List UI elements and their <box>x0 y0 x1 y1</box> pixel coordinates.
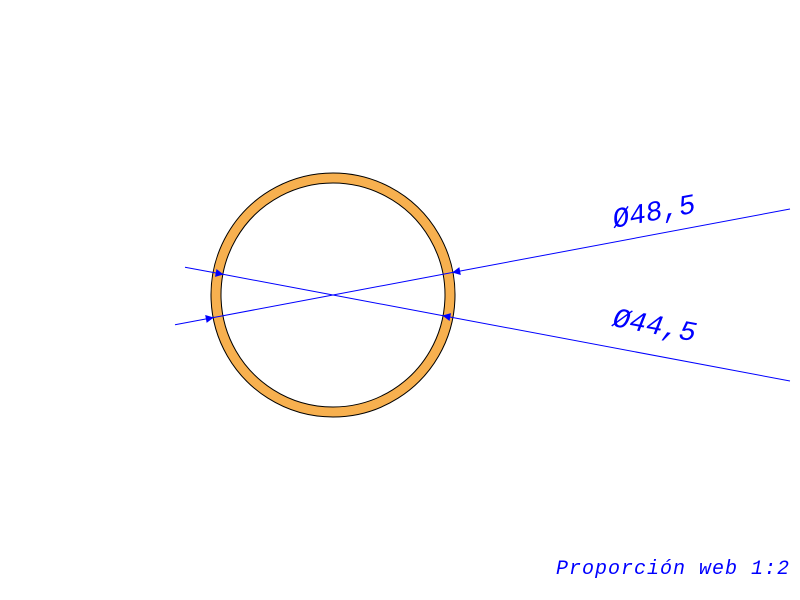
dimension-inner <box>185 267 790 381</box>
scale-footer: Proporción web 1:2 <box>556 558 790 581</box>
technical-drawing-svg <box>0 0 800 600</box>
dimension-outer <box>175 209 790 325</box>
drawing-canvas: Ø48,5 Ø44,5 Proporción web 1:2 <box>0 0 800 600</box>
